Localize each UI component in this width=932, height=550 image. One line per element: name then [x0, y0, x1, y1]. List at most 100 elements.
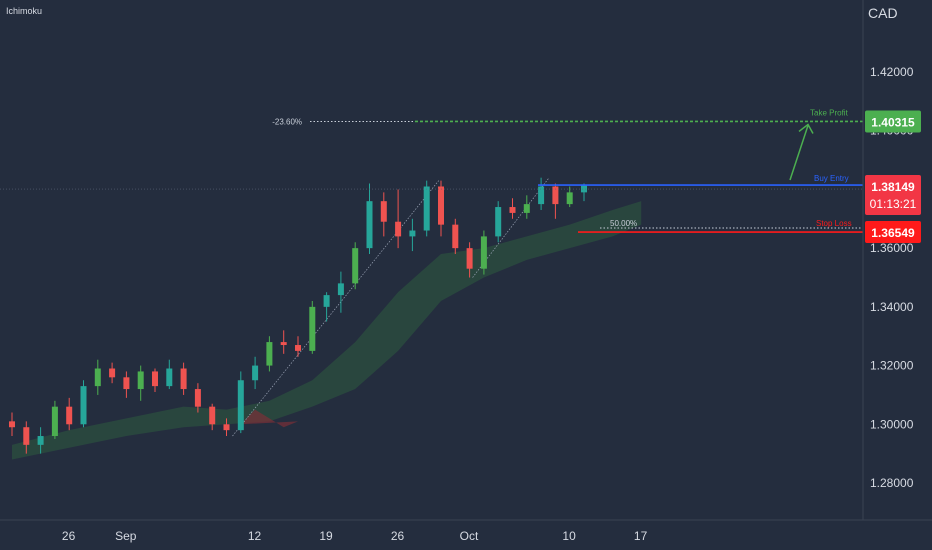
candle[interactable]: [366, 183, 373, 255]
candle[interactable]: [180, 362, 187, 395]
candle-body: [80, 386, 87, 425]
candle-body: [480, 236, 487, 269]
fib-label: -23.60%: [272, 117, 302, 126]
trade-levels[interactable]: -23.60% Take Profit Buy Entry 50.00% Stop Lo…: [0, 108, 863, 233]
candle[interactable]: [23, 421, 30, 454]
fib-label: 50.00%: [610, 219, 637, 228]
candle-body: [452, 224, 459, 249]
candle[interactable]: [452, 218, 459, 255]
candle-body: [280, 342, 287, 346]
candle-body: [109, 368, 116, 378]
candle[interactable]: [323, 292, 330, 322]
candle[interactable]: [552, 183, 559, 219]
candle[interactable]: [581, 183, 587, 202]
candle-body: [223, 424, 230, 431]
trend-lines: [232, 177, 550, 437]
candle[interactable]: [266, 336, 273, 372]
candle[interactable]: [438, 180, 444, 237]
candle[interactable]: [252, 356, 259, 390]
candle[interactable]: [237, 371, 244, 434]
candle[interactable]: [123, 371, 130, 398]
take-profit-label: Take Profit: [810, 108, 849, 117]
candle-body: [423, 186, 430, 231]
candle[interactable]: [66, 397, 73, 431]
candle[interactable]: [152, 368, 158, 392]
current-price-tag: [865, 175, 921, 216]
indicator-label: Ichimoku: [6, 6, 42, 16]
candle-body: [9, 421, 15, 428]
buy-entry-label: Buy Entry: [814, 174, 849, 183]
candle[interactable]: [466, 242, 473, 278]
take-profit-tag: [865, 110, 921, 133]
x-tick-label: Sep: [115, 529, 137, 543]
candle-body: [309, 306, 316, 351]
y-tick-label: 1.28000: [870, 476, 914, 490]
x-tick-label: 10: [562, 529, 576, 543]
y-tick-label: 1.30000: [870, 417, 914, 431]
candle[interactable]: [395, 189, 402, 249]
time-axis[interactable]: 26 Sep 12 19 26 Oct 10 17: [62, 529, 648, 543]
candle-body: [237, 380, 244, 431]
candle-body: [366, 201, 373, 249]
x-tick-label: Oct: [460, 529, 479, 543]
stop-loss-tag-text: 1.36549: [871, 226, 915, 240]
candle[interactable]: [309, 300, 316, 354]
candle-body: [51, 406, 58, 437]
countdown-tag-text: 01:13:21: [870, 197, 917, 211]
candle[interactable]: [223, 418, 230, 437]
candle[interactable]: [37, 427, 44, 454]
candle[interactable]: [51, 400, 58, 439]
y-tick-label: 1.34000: [870, 300, 914, 314]
candle[interactable]: [166, 359, 173, 390]
candle-body: [37, 436, 44, 445]
level-take-profit[interactable]: -23.60% Take Profit: [272, 108, 863, 181]
x-tick-label: 26: [391, 529, 405, 543]
candle[interactable]: [495, 201, 502, 243]
x-tick-label: 12: [248, 529, 262, 543]
candle[interactable]: [566, 186, 573, 208]
level-buy-entry[interactable]: Buy Entry: [0, 174, 863, 190]
candle[interactable]: [9, 412, 15, 437]
candle[interactable]: [380, 192, 387, 237]
candle[interactable]: [523, 195, 530, 219]
candle[interactable]: [109, 362, 116, 384]
candle[interactable]: [295, 336, 301, 357]
trend-line-major: [232, 180, 439, 437]
candle-body: [581, 185, 587, 193]
candle-body: [495, 207, 502, 237]
candle[interactable]: [480, 230, 487, 275]
candle-body: [438, 186, 444, 225]
candle[interactable]: [538, 177, 545, 210]
candle[interactable]: [280, 330, 287, 354]
stop-loss-label: Stop Loss: [816, 219, 852, 228]
candle[interactable]: [137, 365, 144, 401]
candle-body: [523, 204, 530, 213]
candle-body: [337, 283, 344, 296]
candle-body: [180, 368, 187, 390]
candle[interactable]: [509, 198, 516, 219]
candle-body: [409, 230, 416, 237]
candle-body: [66, 406, 73, 425]
candle[interactable]: [409, 218, 416, 252]
stop-loss-tag: [865, 221, 921, 244]
candle[interactable]: [194, 383, 201, 413]
level-stop-loss[interactable]: 50.00% Stop Loss: [578, 219, 863, 233]
y-tick-label: 1.42000: [870, 65, 914, 79]
candle[interactable]: [94, 359, 101, 395]
candle[interactable]: [209, 403, 216, 431]
candle[interactable]: [337, 271, 344, 313]
candle-body: [252, 365, 259, 381]
candle-body: [295, 345, 301, 351]
candlestick-series[interactable]: [9, 177, 587, 454]
candle-body: [137, 371, 144, 390]
take-profit-tag-text: 1.40315: [871, 115, 915, 129]
target-arrow: [789, 125, 809, 181]
currency-label: CAD: [868, 5, 898, 21]
candle-body: [194, 389, 201, 407]
candle-body: [352, 248, 359, 284]
candle-body: [152, 371, 158, 387]
candle[interactable]: [423, 180, 430, 237]
candle[interactable]: [352, 242, 359, 290]
candle[interactable]: [80, 380, 87, 428]
